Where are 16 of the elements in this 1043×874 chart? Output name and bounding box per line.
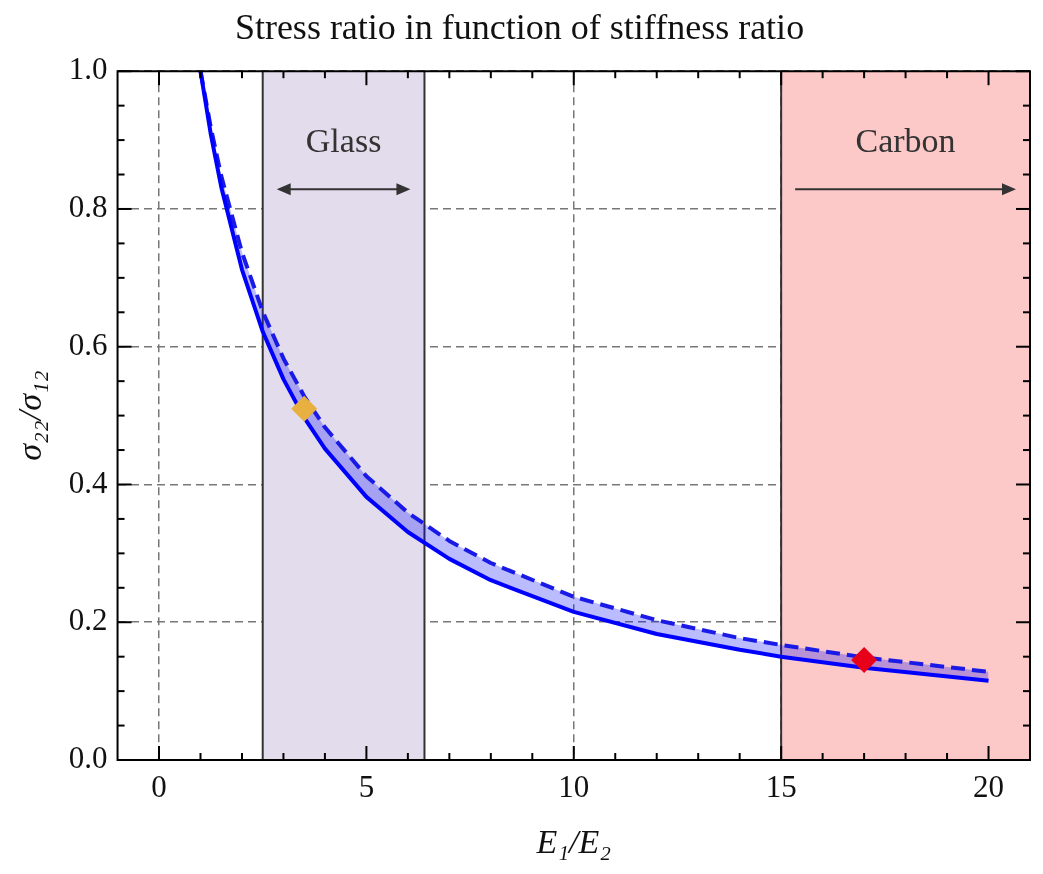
y-tick-label: 0.8 (68, 189, 108, 225)
band-label: Carbon (855, 122, 956, 160)
y-axis-title: σ₂₂/σ₁₂ (11, 370, 49, 461)
y-tick-label: 0.4 (68, 464, 109, 500)
x-tick-label: 5 (358, 768, 375, 804)
chart-title: Stress ratio in function of stiffness ratio (234, 7, 805, 48)
band-label: Glass (305, 122, 382, 160)
x-tick-label: 15 (765, 768, 797, 804)
y-tick-label: 0.0 (68, 740, 108, 776)
y-tick-label: 1.0 (68, 51, 108, 87)
x-axis-title: E₁/E₂ (535, 822, 612, 860)
x-tick-label: 20 (973, 768, 1005, 804)
x-tick-label: 10 (558, 768, 590, 804)
y-tick-label: 0.6 (68, 326, 108, 362)
y-tick-label: 0.2 (68, 602, 108, 638)
x-tick-label: 0 (151, 768, 167, 804)
